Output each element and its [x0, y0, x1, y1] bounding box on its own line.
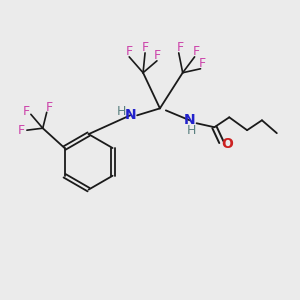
Text: F: F	[46, 101, 53, 114]
Text: F: F	[126, 45, 133, 58]
Text: H: H	[187, 124, 196, 137]
Text: F: F	[153, 50, 161, 62]
Text: F: F	[17, 124, 25, 137]
Text: F: F	[142, 41, 148, 55]
Text: N: N	[184, 113, 195, 127]
Text: O: O	[221, 137, 233, 151]
Text: F: F	[22, 105, 29, 118]
Text: F: F	[199, 57, 206, 70]
Text: N: N	[124, 108, 136, 122]
Text: H: H	[117, 105, 126, 118]
Text: F: F	[177, 41, 184, 55]
Text: F: F	[193, 45, 200, 58]
